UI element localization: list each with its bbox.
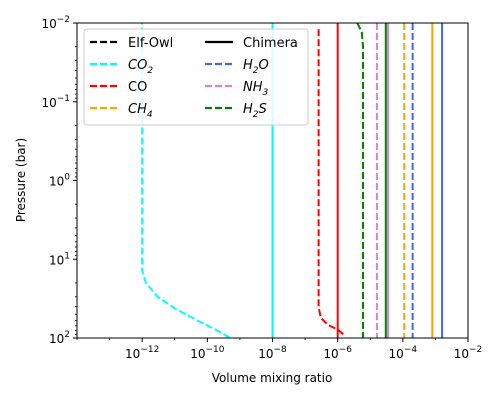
x-tick-label: 10−4 — [389, 345, 418, 361]
x-tick-label: 10−12 — [125, 345, 159, 361]
x-axis-ticks: 10−12 10−10 10−8 10−6 10−4 10−2 — [76, 338, 483, 361]
x-axis-label: Volume mixing ratio — [212, 371, 333, 385]
y-tick-label: 10−1 — [41, 94, 70, 110]
legend-label: H2O — [243, 58, 269, 76]
legend: Elf-Owl CO2 CO CH4 Chimera H2O NH3 H2S — [83, 28, 309, 126]
x-tick-label: 10−8 — [258, 345, 287, 361]
y-axis-ticks: 10−2 10−1 100 101 102 — [41, 15, 77, 346]
legend-label: H2S — [243, 102, 267, 120]
legend-label: CH4 — [128, 102, 153, 120]
y-tick-label: 101 — [49, 251, 70, 267]
y-axis-label: Pressure (bar) — [14, 138, 28, 222]
legend-label: NH3 — [243, 80, 269, 98]
x-tick-label: 10−2 — [454, 345, 483, 361]
legend-label: Chimera — [243, 36, 298, 51]
y-tick-label: 10−2 — [41, 15, 70, 31]
legend-label: CO — [128, 80, 147, 95]
series-layer — [141, 23, 444, 338]
y-tick-label: 102 — [49, 330, 70, 346]
legend-frame — [83, 28, 309, 126]
series-elf-owl-h2s — [356, 23, 365, 338]
series-elf-owl-co — [317, 29, 345, 336]
x-tick-label: 10−6 — [323, 345, 352, 361]
legend-label: Elf-Owl — [128, 36, 173, 51]
y-tick-label: 100 — [49, 173, 70, 189]
x-tick-label: 10−10 — [190, 345, 225, 361]
series-elf-owl-co2 — [141, 23, 231, 338]
legend-label: CO2 — [128, 58, 153, 76]
